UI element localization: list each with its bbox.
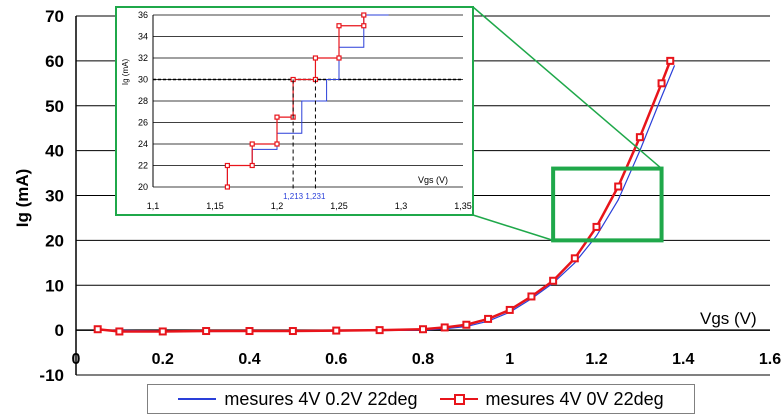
series-marker-19 [657, 79, 666, 88]
series-marker-18 [635, 133, 644, 142]
inset-x-tick-0: 1,1 [147, 201, 160, 211]
series-marker-17 [614, 182, 623, 191]
inset-marker-9 [312, 55, 319, 61]
inset-x-tick-4: 1,3 [395, 201, 408, 211]
x-tick-label-2: 0.4 [238, 351, 260, 368]
y-tick-label-8: 70 [45, 7, 64, 26]
inset-x-tick-3: 1,25 [330, 201, 348, 211]
y-tick-label-6: 50 [45, 97, 64, 116]
x-tick-label-1: 0.2 [152, 351, 174, 368]
series-marker-1 [115, 327, 124, 336]
x-tick-label-6: 1.2 [585, 351, 607, 368]
series-marker-9 [440, 323, 449, 332]
main-series [93, 56, 676, 336]
x-tick-label-0: 0 [72, 351, 81, 368]
x-tick-label-7: 1.4 [672, 351, 694, 368]
inset-y-tick-3: 26 [138, 118, 148, 128]
inset-y-tick-8: 36 [138, 10, 148, 20]
series-marker-10 [462, 320, 471, 329]
inset-marker-10 [336, 55, 342, 61]
x-tick-label-4: 0.8 [412, 351, 434, 368]
inset-marker-4 [274, 141, 280, 147]
series-marker-0 [93, 325, 102, 334]
zoom-connector-top [472, 6, 663, 170]
y-tick-label-0: -10 [39, 366, 64, 385]
main-tick-labels: -10 0 10 20 30 40 50 60 70 0 0.2 0.4 0.6 0.8 1 1.2 1.4 1.… [39, 7, 781, 385]
series-marker-15 [570, 254, 579, 263]
inset-y-tick-0: 20 [138, 182, 148, 192]
inset-annotation-label-0: 1,213 [283, 192, 304, 201]
inset-marker-11 [336, 23, 342, 29]
inset-y-tick-4: 28 [138, 96, 148, 106]
y-tick-label-7: 60 [45, 52, 64, 71]
series-marker-20 [666, 56, 675, 65]
inset-y-tick-6: 32 [138, 53, 148, 63]
y-tick-label-1: 0 [55, 321, 64, 340]
inset-x-tick-2: 1,2 [271, 201, 284, 211]
inset-chart: 20 22 24 26 28 30 32 34 36 1,1 1,15 1,2 1,25 1,3 1,35 1… [115, 6, 474, 216]
inset-y-tick-2: 24 [138, 139, 148, 149]
y-tick-label-3: 20 [45, 231, 64, 250]
series-marker-4 [245, 327, 254, 336]
y-tick-label-5: 40 [45, 142, 64, 161]
y-axis-label: Ig (mA) [13, 169, 32, 228]
inset-marker-13 [361, 12, 367, 18]
inset-marker-1 [224, 162, 230, 169]
inset-series-1 [226, 15, 365, 187]
inset-y-tick-1: 22 [138, 161, 148, 171]
inset-x-tick-5: 1,35 [454, 201, 472, 211]
inset-annotation-label-1: 1,231 [305, 192, 326, 201]
inset-marker-2 [249, 162, 255, 169]
series-marker-13 [527, 292, 536, 301]
series-marker-16 [592, 222, 601, 231]
inset-marker-3 [249, 141, 255, 147]
series-marker-6 [332, 326, 341, 335]
zoom-connector [472, 6, 664, 243]
inset-marker-12 [361, 23, 367, 29]
legend-label-2: mesures 4V 0V 22deg [485, 388, 664, 409]
inset-marker-5 [274, 114, 280, 120]
series-marker-11 [484, 314, 493, 323]
legend-entry-1: mesures 4V 0.2V 22deg [178, 388, 418, 410]
legend-entry-2: mesures 4V 0V 22deg [439, 388, 664, 410]
series-marker-3 [202, 327, 211, 336]
inset-x-tick-1: 1,15 [206, 201, 224, 211]
series-marker-12 [505, 305, 514, 314]
inset-y-tick-5: 30 [138, 75, 148, 85]
inset-x-axis-label: Vgs (V) [418, 175, 448, 185]
x-tick-label-3: 0.6 [325, 351, 347, 368]
legend-label-1: mesures 4V 0.2V 22deg [224, 388, 418, 409]
inset-y-axis-label: Ig (mA) [121, 59, 130, 86]
series-marker-5 [288, 327, 297, 336]
inset-marker-0 [224, 184, 230, 190]
zoom-region-box [551, 166, 664, 243]
legend-swatch-blue [178, 392, 217, 406]
series-marker-2 [158, 327, 167, 336]
x-tick-label-8: 1.6 [759, 351, 781, 368]
inset-frame [115, 6, 474, 216]
y-tick-label-2: 10 [45, 276, 64, 295]
zoom-connector-bottom [472, 214, 554, 242]
series-marker-8 [419, 325, 427, 334]
x-axis-label: Vgs (V) [700, 309, 757, 328]
legend-swatch-red [439, 392, 478, 406]
x-tick-label-5: 1 [505, 351, 514, 368]
inset-y-tick-7: 34 [138, 32, 148, 42]
series-marker-7 [375, 326, 384, 335]
series-marker-14 [549, 276, 558, 285]
legend: mesures 4V 0.2V 22deg mesures 4V 0V 22de… [147, 384, 695, 414]
y-tick-label-4: 30 [45, 187, 64, 206]
